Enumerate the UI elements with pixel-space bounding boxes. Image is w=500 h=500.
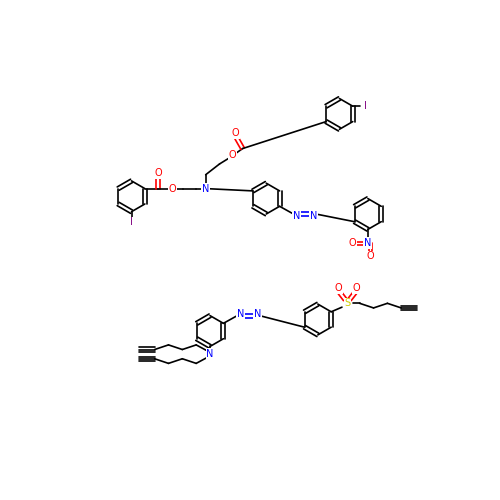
Text: N: N — [310, 210, 317, 220]
Text: O: O — [334, 283, 342, 293]
Text: O: O — [229, 150, 236, 160]
Text: O: O — [366, 252, 374, 262]
Text: O: O — [353, 283, 360, 293]
Text: O: O — [154, 168, 162, 178]
Text: O: O — [348, 238, 356, 248]
Text: S: S — [344, 298, 350, 308]
Text: O: O — [169, 184, 176, 194]
Text: N: N — [293, 210, 300, 220]
Text: O: O — [232, 128, 239, 138]
Text: N: N — [206, 349, 214, 359]
Text: N: N — [254, 309, 261, 319]
Text: N: N — [364, 238, 372, 248]
Text: N: N — [202, 184, 209, 194]
Text: I: I — [130, 218, 133, 228]
Text: N: N — [236, 309, 244, 319]
Text: I: I — [364, 101, 366, 111]
